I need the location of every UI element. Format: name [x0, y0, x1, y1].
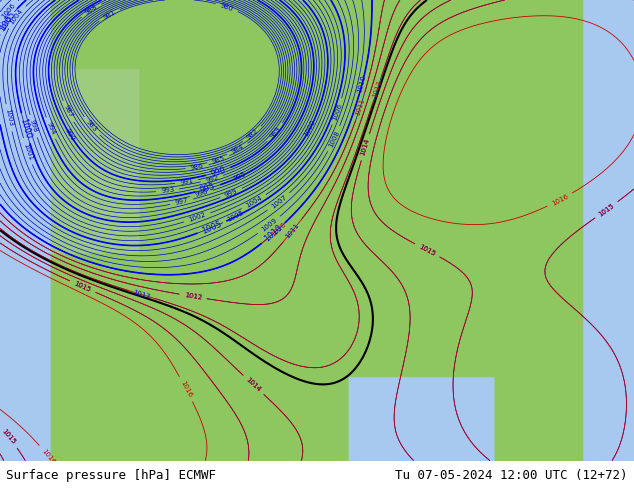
Text: 1013: 1013 [132, 289, 151, 300]
Text: 1014: 1014 [245, 377, 262, 393]
Text: 1012: 1012 [184, 292, 202, 301]
Text: Tu 07-05-2024 12:00 UTC (12+72): Tu 07-05-2024 12:00 UTC (12+72) [395, 469, 628, 482]
Text: 1004: 1004 [245, 195, 263, 209]
Text: 986: 986 [190, 163, 204, 171]
Text: 1015: 1015 [418, 244, 437, 257]
Text: 1014: 1014 [360, 138, 371, 157]
Text: 1015: 1015 [1, 428, 16, 446]
Text: 1011: 1011 [354, 98, 366, 117]
Text: 992: 992 [205, 174, 219, 184]
Text: 981: 981 [102, 9, 117, 21]
Text: 994: 994 [45, 121, 56, 136]
Text: 1010: 1010 [269, 221, 287, 238]
Text: 1015: 1015 [74, 280, 92, 293]
Text: 984: 984 [230, 144, 245, 155]
Text: 1002: 1002 [188, 212, 207, 223]
Text: 993: 993 [160, 187, 174, 195]
Text: 985: 985 [211, 155, 226, 165]
Text: 990: 990 [209, 165, 227, 178]
Text: 983: 983 [85, 119, 98, 133]
Text: 1000: 1000 [18, 117, 32, 140]
Text: 1016: 1016 [550, 193, 569, 207]
Text: 1015: 1015 [418, 244, 437, 257]
Text: 996: 996 [194, 189, 209, 198]
Text: 1010: 1010 [262, 223, 285, 244]
Text: 987: 987 [62, 104, 74, 119]
Text: 1007: 1007 [269, 194, 288, 210]
Text: 1016: 1016 [179, 380, 193, 398]
Text: 1015: 1015 [74, 280, 92, 293]
Text: 1014: 1014 [245, 377, 262, 393]
Text: 1006: 1006 [332, 102, 343, 121]
Text: 1012: 1012 [184, 292, 202, 301]
Text: 1015: 1015 [597, 202, 616, 218]
Text: 1015: 1015 [1, 428, 16, 446]
Text: 1010: 1010 [357, 74, 367, 94]
Text: 980: 980 [219, 2, 234, 12]
Text: 1013: 1013 [372, 79, 383, 98]
Text: 982: 982 [245, 128, 259, 141]
Text: 1016: 1016 [41, 447, 56, 465]
Text: 995: 995 [233, 171, 247, 182]
Text: 995: 995 [199, 182, 217, 195]
Text: 1005: 1005 [0, 14, 13, 32]
Text: 1001: 1001 [22, 142, 33, 161]
Text: 998: 998 [29, 119, 39, 134]
Text: 1005: 1005 [0, 10, 17, 32]
Text: 990: 990 [64, 127, 76, 142]
Text: 1009: 1009 [260, 217, 278, 233]
Text: 1008: 1008 [328, 129, 340, 148]
Text: 988: 988 [84, 4, 98, 16]
Text: 1005: 1005 [200, 219, 223, 236]
Text: 1014: 1014 [360, 138, 371, 157]
Text: 989: 989 [269, 125, 282, 140]
Text: 1005: 1005 [226, 210, 245, 223]
Text: 1003: 1003 [4, 108, 14, 127]
Text: 997: 997 [174, 197, 189, 206]
Text: 1000: 1000 [303, 119, 317, 138]
Text: 1015: 1015 [597, 202, 616, 218]
Text: Surface pressure [hPa] ECMWF: Surface pressure [hPa] ECMWF [6, 469, 216, 482]
Text: 999: 999 [224, 188, 238, 198]
Text: 1011: 1011 [285, 221, 301, 240]
Text: 1004: 1004 [9, 8, 24, 26]
Text: 1006: 1006 [1, 2, 16, 20]
Text: 991: 991 [179, 178, 194, 186]
